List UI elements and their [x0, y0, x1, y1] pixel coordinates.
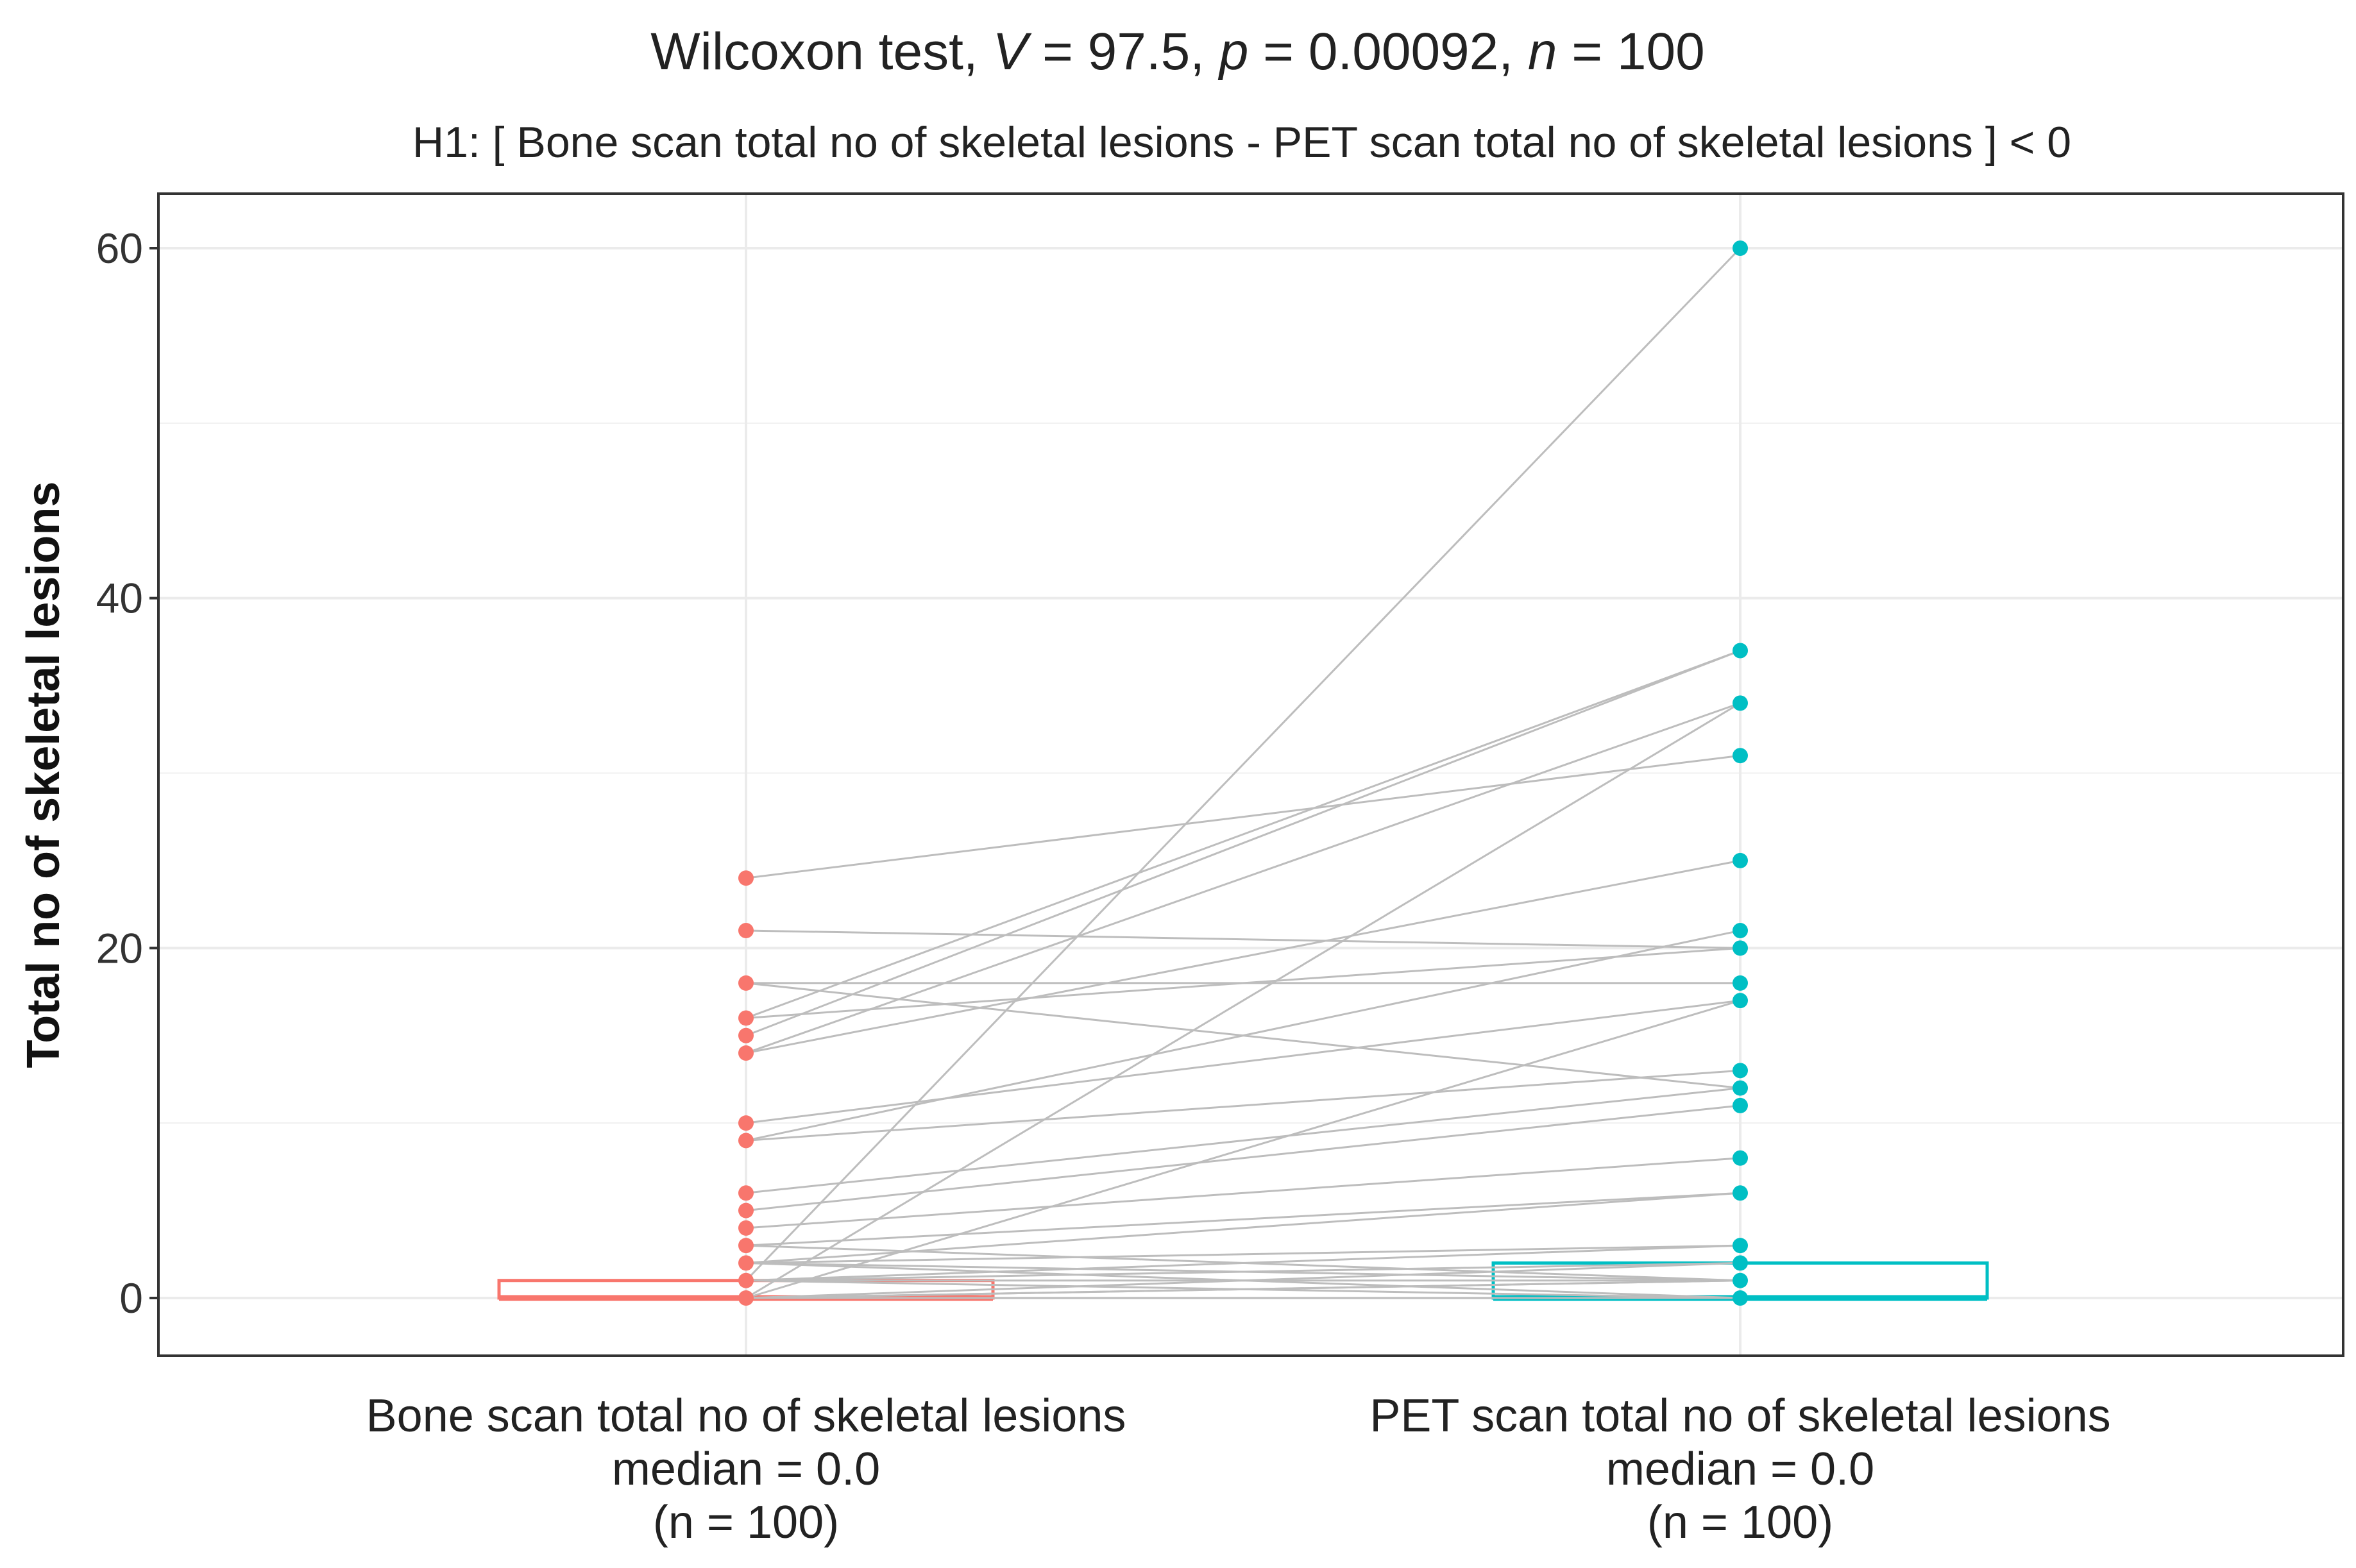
point-bone-scan [738, 1255, 754, 1271]
point-pet-scan [1733, 1290, 1748, 1306]
point-pet-scan [1733, 695, 1748, 711]
point-bone-scan [738, 1045, 754, 1061]
point-bone-scan [738, 1272, 754, 1288]
pair-line [745, 1279, 1741, 1299]
point-pet-scan [1733, 1185, 1748, 1201]
point-bone-scan [738, 975, 754, 991]
pair-line [745, 929, 1741, 949]
point-pet-scan [1733, 240, 1748, 256]
x-label-pet-median: median = 0.0 [1606, 1444, 1874, 1495]
x-label-bone-n: (n = 100) [653, 1497, 839, 1548]
pair-line [745, 999, 1741, 1299]
chart-subtitle: H1: [ Bone scan total no of skeletal les… [412, 118, 2071, 167]
plot-panel-border [157, 192, 2344, 1357]
pair-line [745, 999, 1741, 1124]
point-pet-scan [1733, 940, 1748, 956]
x-axis-labels: Bone scan total no of skeletal lesions m… [366, 1390, 2111, 1548]
point-pet-scan [1733, 993, 1748, 1009]
pair-line [745, 247, 1742, 1281]
point-pet-scan [1733, 1272, 1748, 1288]
pair-line [745, 650, 1741, 1019]
point-bone-scan [738, 870, 754, 886]
pair-line [745, 1069, 1741, 1142]
y-axis-label: Total no of skeletal lesions [18, 482, 69, 1068]
point-bone-scan [738, 1185, 754, 1201]
pair-line [745, 702, 1741, 1299]
point-pet-scan [1733, 1063, 1748, 1079]
grid-lines [158, 194, 2343, 1356]
x-label-pet-n: (n = 100) [1647, 1497, 1833, 1548]
y-tick-label: 20 [96, 924, 143, 972]
point-pet-scan [1733, 852, 1748, 868]
point-pet-scan [1733, 643, 1748, 659]
point-pet-scan [1733, 975, 1748, 991]
pair-line [745, 1261, 1741, 1282]
point-pet-scan [1733, 1255, 1748, 1271]
paired-lines [745, 247, 1742, 1299]
y-tick-label: 60 [96, 224, 143, 272]
point-bone-scan [738, 1027, 754, 1043]
pair-line [745, 1192, 1741, 1247]
y-tick-label: 0 [119, 1274, 143, 1322]
x-label-pet-name: PET scan total no of skeletal lesions [1369, 1390, 2110, 1442]
y-axis-ticks: 0 20 40 60 [96, 224, 158, 1322]
point-bone-scan [738, 1238, 754, 1254]
point-bone-scan [738, 1202, 754, 1218]
pair-line [745, 929, 1741, 1142]
point-pet-scan [1733, 1150, 1748, 1166]
chart-title: Wilcoxon test, V = 97.5, p = 0.00092, n … [650, 22, 1704, 81]
point-pet-scan [1733, 1238, 1748, 1254]
pair-line [745, 1261, 1741, 1299]
pair-line [745, 859, 1741, 1054]
point-bone-scan [738, 923, 754, 939]
point-bone-scan [738, 1220, 754, 1236]
pair-line [745, 754, 1741, 879]
point-bone-scan [738, 1010, 754, 1026]
point-bone-scan [738, 1133, 754, 1149]
pair-line [745, 702, 1741, 1054]
pair-line [745, 947, 1741, 1019]
pair-line [745, 1104, 1741, 1212]
pair-line [745, 1244, 1741, 1264]
point-pet-scan [1733, 1080, 1748, 1096]
pair-line [745, 650, 1741, 1037]
point-pet-scan [1733, 923, 1748, 939]
point-bone-scan [738, 1115, 754, 1131]
point-bone-scan [738, 1290, 754, 1306]
data-points [738, 240, 1748, 1306]
pair-line [745, 1244, 1741, 1282]
x-label-bone-name: Bone scan total no of skeletal lesions [366, 1390, 1126, 1442]
y-tick-label: 40 [96, 575, 143, 622]
pair-line [745, 1087, 1741, 1194]
x-label-bone-median: median = 0.0 [612, 1444, 880, 1495]
pair-line [745, 1157, 1741, 1229]
point-pet-scan [1733, 748, 1748, 764]
point-pet-scan [1733, 1097, 1748, 1113]
